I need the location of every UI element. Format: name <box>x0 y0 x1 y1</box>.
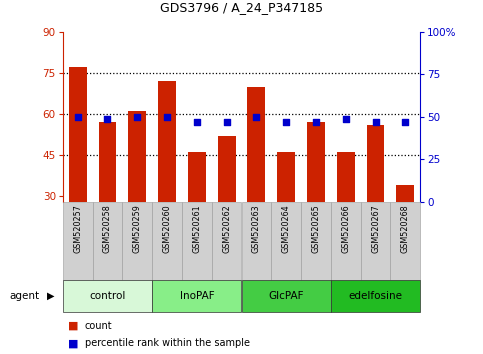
Bar <box>361 202 390 280</box>
Bar <box>271 202 301 280</box>
Bar <box>99 122 116 202</box>
Text: control: control <box>89 291 126 301</box>
Bar <box>367 125 384 202</box>
Text: ■: ■ <box>68 338 78 348</box>
Bar <box>152 280 242 312</box>
Bar <box>242 280 331 312</box>
Point <box>372 119 380 125</box>
Point <box>104 116 112 121</box>
Bar <box>212 202 242 280</box>
Text: GSM520268: GSM520268 <box>401 204 410 253</box>
Text: InoPAF: InoPAF <box>180 291 214 301</box>
Bar <box>337 153 355 202</box>
Text: GSM520262: GSM520262 <box>222 204 231 253</box>
Text: percentile rank within the sample: percentile rank within the sample <box>85 338 250 348</box>
Point <box>133 114 141 120</box>
Bar <box>188 153 206 202</box>
Point <box>253 114 260 120</box>
Bar <box>277 153 295 202</box>
Text: count: count <box>85 321 112 331</box>
Bar <box>331 202 361 280</box>
Bar <box>93 202 122 280</box>
Bar <box>331 280 420 312</box>
Text: GSM520261: GSM520261 <box>192 204 201 253</box>
Point <box>401 119 409 125</box>
Text: GSM520265: GSM520265 <box>312 204 320 253</box>
Text: ■: ■ <box>68 321 78 331</box>
Bar <box>247 87 265 202</box>
Bar <box>218 136 236 202</box>
Text: agent: agent <box>10 291 40 301</box>
Text: GSM520259: GSM520259 <box>133 204 142 253</box>
Bar <box>152 202 182 280</box>
Text: GDS3796 / A_24_P347185: GDS3796 / A_24_P347185 <box>160 1 323 14</box>
Text: GSM520258: GSM520258 <box>103 204 112 253</box>
Bar <box>390 202 420 280</box>
Point <box>193 119 201 125</box>
Bar <box>63 202 93 280</box>
Bar <box>128 112 146 202</box>
Text: GSM520257: GSM520257 <box>73 204 82 253</box>
Bar <box>307 122 325 202</box>
Point <box>223 119 230 125</box>
Point <box>282 119 290 125</box>
Text: GSM520263: GSM520263 <box>252 204 261 253</box>
Bar <box>122 202 152 280</box>
Text: GSM520264: GSM520264 <box>282 204 291 253</box>
Text: GSM520266: GSM520266 <box>341 204 350 253</box>
Point <box>163 114 171 120</box>
Point <box>312 119 320 125</box>
Point <box>74 114 82 120</box>
Bar <box>301 202 331 280</box>
Bar <box>158 81 176 202</box>
Text: GSM520260: GSM520260 <box>163 204 171 253</box>
Text: GlcPAF: GlcPAF <box>269 291 304 301</box>
Bar <box>397 185 414 202</box>
Bar <box>69 68 86 202</box>
Bar <box>63 280 152 312</box>
Text: GSM520267: GSM520267 <box>371 204 380 253</box>
Text: edelfosine: edelfosine <box>349 291 402 301</box>
Bar <box>242 202 271 280</box>
Text: ▶: ▶ <box>47 291 55 301</box>
Point <box>342 116 350 121</box>
Bar <box>182 202 212 280</box>
